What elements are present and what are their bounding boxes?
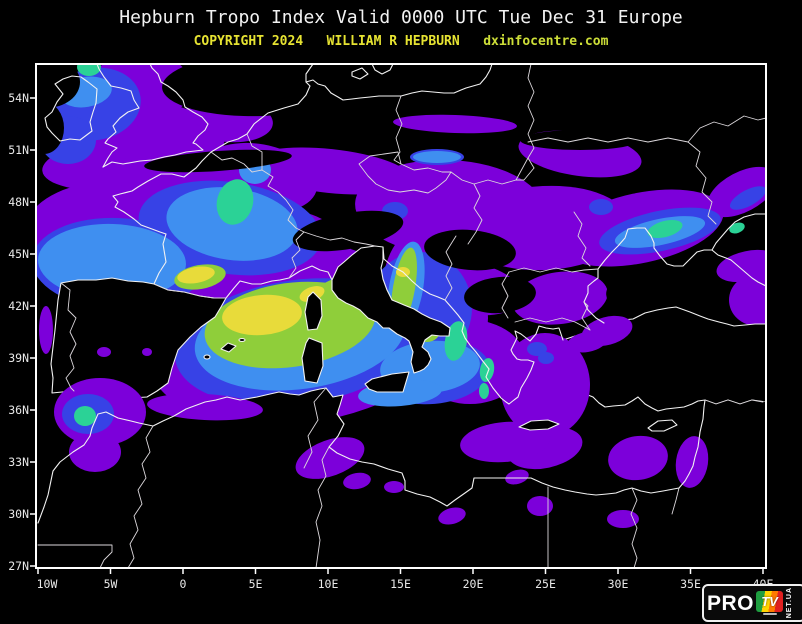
lon-label: 5E xyxy=(249,577,263,591)
sardinia xyxy=(301,337,324,384)
axis-labels: 54N 51N 48N 45N 42N 39N 36N 33N 30N 27N 10W 5W 0 5E 10… xyxy=(8,91,773,591)
copyright-text: COPYRIGHT 2024 xyxy=(193,34,304,49)
tier4-teal-layer xyxy=(77,64,745,361)
tier6-yellow-layer xyxy=(177,266,410,336)
africa-landmass xyxy=(38,388,766,568)
ireland-coast xyxy=(44,75,98,142)
netua-label: NET.UA xyxy=(786,587,794,619)
coastlines xyxy=(37,64,766,524)
site-link-text: dxinfocentre.com xyxy=(483,34,609,49)
lat-label: 30N xyxy=(8,507,29,521)
lat-label: 27N xyxy=(8,559,29,573)
lon-label: 5W xyxy=(104,577,118,591)
crete xyxy=(518,419,560,431)
lon-label: 25E xyxy=(535,577,556,591)
menorca xyxy=(238,337,246,343)
lon-label: 35E xyxy=(680,577,701,591)
uk-coast xyxy=(102,64,209,168)
mallorca xyxy=(220,342,237,353)
italy-landmass xyxy=(331,245,451,374)
lat-label: 39N xyxy=(8,351,29,365)
author-text: WILLIAM R HEPBURN xyxy=(326,34,460,49)
lon-label: 0 xyxy=(180,577,187,591)
lon-label: 10E xyxy=(318,577,339,591)
corsica xyxy=(304,291,323,331)
black-gaps xyxy=(36,64,718,317)
islands xyxy=(203,67,678,432)
lat-label: 45N xyxy=(8,247,29,261)
zealand xyxy=(351,67,369,80)
sicily xyxy=(364,371,410,393)
lon-label: 30E xyxy=(608,577,629,591)
cyprus xyxy=(647,419,678,432)
country-borders xyxy=(37,64,766,568)
lat-label: 33N xyxy=(8,455,29,469)
tv-icon-label: TV xyxy=(761,594,778,609)
page-title: Hepburn Tropo Index Valid 0000 UTC Tue D… xyxy=(119,7,683,28)
lat-label: 42N xyxy=(8,299,29,313)
lon-label: 20E xyxy=(463,577,484,591)
ibiza xyxy=(203,354,211,360)
protv-logo-text: PRO xyxy=(707,591,755,615)
lon-label: 10W xyxy=(37,577,58,591)
copyright-line: COPYRIGHT 2024 WILLIAM R HEPBURN dxinfoc… xyxy=(0,34,802,49)
tv-icon: TV xyxy=(756,591,784,615)
protv-logo: PRO TV NET.UA xyxy=(702,584,802,622)
teal-overlays xyxy=(74,358,495,426)
lat-label: 54N xyxy=(8,91,29,105)
lat-label: 48N xyxy=(8,195,29,209)
lat-label: 51N xyxy=(8,143,29,157)
lon-label: 15E xyxy=(390,577,411,591)
lat-label: 36N xyxy=(8,403,29,417)
